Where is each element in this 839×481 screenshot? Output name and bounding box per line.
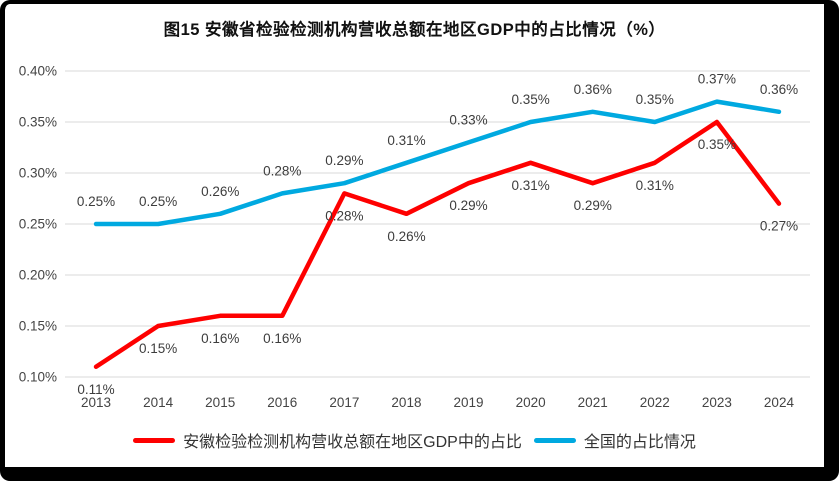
legend-line-swatch-red (133, 437, 176, 443)
x-axis-tick-label: 2023 (702, 395, 732, 410)
data-label-national: 0.36% (574, 82, 612, 97)
y-axis-tick-label: 0.30% (19, 166, 57, 181)
x-axis-tick-label: 2021 (578, 395, 608, 410)
y-axis-tick-label: 0.40% (19, 64, 57, 79)
data-label-national: 0.25% (77, 194, 115, 209)
y-axis-tick-label: 0.20% (19, 268, 57, 283)
y-axis-tick-label: 0.15% (19, 319, 57, 334)
data-label-anhui: 0.35% (698, 137, 736, 152)
x-axis-tick-label: 2013 (81, 395, 111, 410)
data-label-anhui: 0.26% (387, 229, 425, 244)
chart-title: 图15 安徽省检验检测机构营收总额在地区GDP中的占比情况（%） (163, 21, 666, 39)
line-chart: 0.10% 0.15% 0.20% 0.25% 0.30% 0.35% 0.40% 2013 2… (19, 64, 810, 410)
data-label-national: 0.26% (201, 184, 239, 199)
data-label-anhui: 0.29% (574, 198, 612, 213)
series-line-anhui (93, 119, 782, 370)
data-label-national: 0.31% (387, 133, 425, 148)
data-label-national: 0.28% (263, 163, 301, 178)
legend-label-national: 全国的占比情况 (583, 434, 696, 451)
data-label-anhui: 0.29% (449, 198, 487, 213)
data-label-anhui: 0.27% (760, 219, 798, 234)
data-label-anhui: 0.28% (325, 208, 363, 223)
data-label-national: 0.33% (449, 112, 487, 127)
data-label-anhui: 0.31% (636, 178, 674, 193)
data-label-anhui: 0.31% (511, 178, 549, 193)
legend-line-swatch-blue (533, 437, 576, 443)
data-label-national: 0.29% (325, 153, 363, 168)
y-axis-tick-label: 0.35% (19, 115, 57, 130)
y-axis-tick-label: 0.10% (19, 370, 57, 385)
x-axis-tick-label: 2017 (329, 395, 359, 410)
legend-item-anhui: 安徽检验检测机构营收总额在地区GDP中的占比 (133, 428, 522, 452)
x-axis-tick-label: 2020 (516, 395, 546, 410)
data-label-anhui: 0.16% (263, 331, 301, 346)
legend-label-anhui: 安徽检验检测机构营收总额在地区GDP中的占比 (183, 434, 522, 451)
x-axis-tick-label: 2024 (764, 395, 795, 410)
chart-legend: 安徽检验检测机构营收总额在地区GDP中的占比 全国的占比情况 (5, 428, 824, 452)
x-axis-tick-label: 2022 (640, 395, 670, 410)
data-label-anhui: 0.16% (201, 331, 239, 346)
x-axis-tick-label: 2019 (454, 395, 484, 410)
data-label-national: 0.36% (760, 82, 798, 97)
x-axis-tick-label: 2014 (143, 395, 174, 410)
data-label-anhui: 0.11% (77, 382, 114, 397)
data-label-national: 0.25% (139, 194, 177, 209)
series-line-national (93, 99, 782, 227)
data-label-national: 0.35% (511, 92, 549, 107)
data-label-anhui: 0.15% (139, 341, 177, 356)
x-axis-tick-label: 2018 (391, 395, 421, 410)
data-label-national: 0.35% (636, 92, 674, 107)
legend-item-national: 全国的占比情况 (533, 428, 696, 452)
x-axis-tick-label: 2015 (205, 395, 235, 410)
data-label-national: 0.37% (698, 72, 736, 87)
x-axis-tick-label: 2016 (267, 395, 297, 410)
y-axis-tick-label: 0.25% (19, 217, 57, 232)
